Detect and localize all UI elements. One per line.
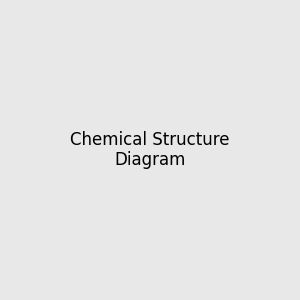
Text: Chemical Structure
Diagram: Chemical Structure Diagram [70, 130, 230, 170]
